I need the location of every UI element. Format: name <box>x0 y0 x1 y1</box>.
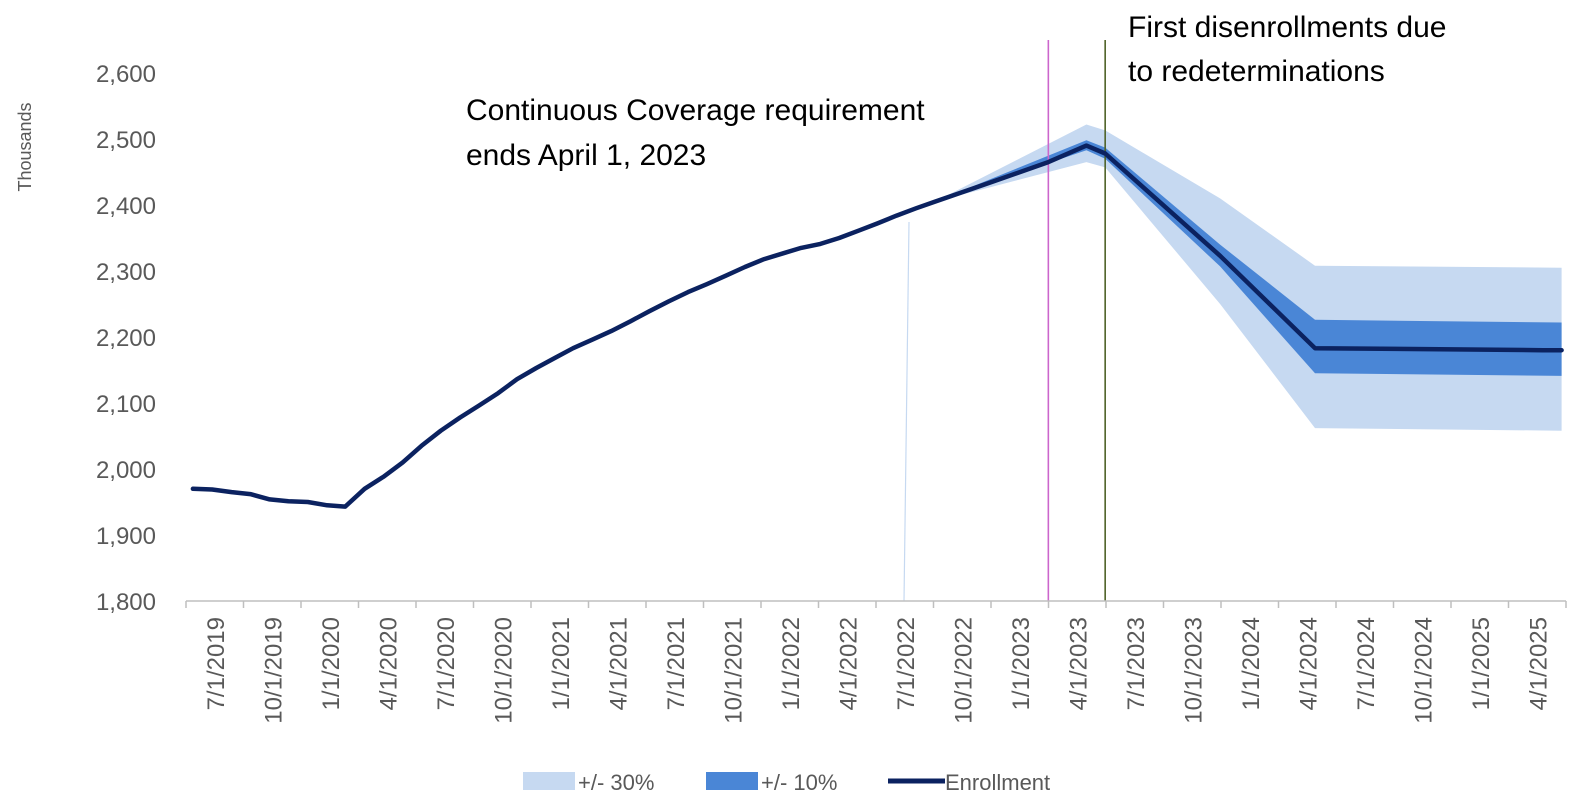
x-tick-label: 7/1/2022 <box>893 617 920 710</box>
annotation-first-disenrollments: First disenrollments due to redeterminat… <box>1128 11 1455 88</box>
x-tick-label: 10/1/2020 <box>490 617 517 724</box>
x-tick-label: 10/1/2019 <box>260 617 287 724</box>
x-tick-label: 10/1/2022 <box>950 617 977 724</box>
band-10-layer <box>934 140 1562 376</box>
x-tick-label: 7/1/2020 <box>433 617 460 710</box>
x-tick-label: 1/1/2020 <box>318 617 345 710</box>
y-tick-label: 2,100 <box>96 391 156 418</box>
x-tick-label: 4/1/2021 <box>605 617 632 710</box>
y-tick-label: 1,900 <box>96 523 156 550</box>
axes <box>185 600 1567 608</box>
band-edge-line <box>903 221 910 602</box>
x-tick-label: 1/1/2024 <box>1238 617 1265 710</box>
enrollment-line <box>190 143 1564 509</box>
y-tick-labels: 1,800 1,900 2,000 2,100 2,200 2,300 2,400 2,500… <box>96 61 156 616</box>
legend-label-enrollment: Enrollment <box>945 770 1050 795</box>
x-tick-label: 7/1/2019 <box>203 617 230 710</box>
annotation-coverage-end-line2: ends April 1, 2023 <box>466 139 706 172</box>
x-tick-label: 7/1/2021 <box>663 617 690 710</box>
y-tick-label: 2,000 <box>96 457 156 484</box>
y-tick-label: 2,400 <box>96 193 156 220</box>
y-tick-label: 2,600 <box>96 61 156 88</box>
y-tick-label: 2,300 <box>96 259 156 286</box>
y-tick-label: 2,200 <box>96 325 156 352</box>
vertical-lines <box>1047 40 1106 601</box>
legend-swatch-band-10 <box>706 772 758 790</box>
x-tick-label: 1/1/2021 <box>548 617 575 710</box>
annotation-first-disenrollments-line2: to redeterminations <box>1128 55 1385 88</box>
x-tick-label: 1/1/2022 <box>778 617 805 710</box>
x-tick-label: 4/1/2024 <box>1295 617 1322 710</box>
annotation-first-disenrollments-line1: First disenrollments due <box>1128 11 1446 44</box>
legend-swatch-band-30 <box>523 772 575 790</box>
x-tick-label: 4/1/2020 <box>375 617 402 710</box>
x-tick-label: 7/1/2023 <box>1123 617 1150 710</box>
x-tick-label: 4/1/2022 <box>835 617 862 710</box>
legend-label-band-10: +/- 10% <box>761 770 837 795</box>
x-tick-label: 1/1/2025 <box>1468 617 1495 710</box>
annotation-coverage-end-line1: Continuous Coverage requirement <box>466 94 925 127</box>
annotation-coverage-end: Continuous Coverage requirement ends Apr… <box>466 94 933 172</box>
legend-label-band-30: +/- 30% <box>578 770 654 795</box>
x-tick-label: 1/1/2023 <box>1008 617 1035 710</box>
x-tick-label: 10/1/2021 <box>720 617 747 724</box>
x-tick-label: 4/1/2025 <box>1525 617 1552 710</box>
x-tick-label: 7/1/2024 <box>1353 617 1380 710</box>
y-axis-label: Thousands <box>15 102 35 191</box>
x-tick-label: 4/1/2023 <box>1065 617 1092 710</box>
band-10-area <box>934 140 1562 376</box>
x-tick-labels: 7/1/2019 10/1/2019 1/1/2020 4/1/2020 7/1/202… <box>203 617 1553 724</box>
enrollment-line-layer <box>190 143 1564 509</box>
y-tick-label: 2,500 <box>96 127 156 154</box>
x-tick-label: 10/1/2023 <box>1180 617 1207 724</box>
legend: +/- 30% +/- 10% Enrollment <box>523 770 1050 795</box>
x-tick-label: 10/1/2024 <box>1410 617 1437 724</box>
y-tick-label: 1,800 <box>96 589 156 616</box>
